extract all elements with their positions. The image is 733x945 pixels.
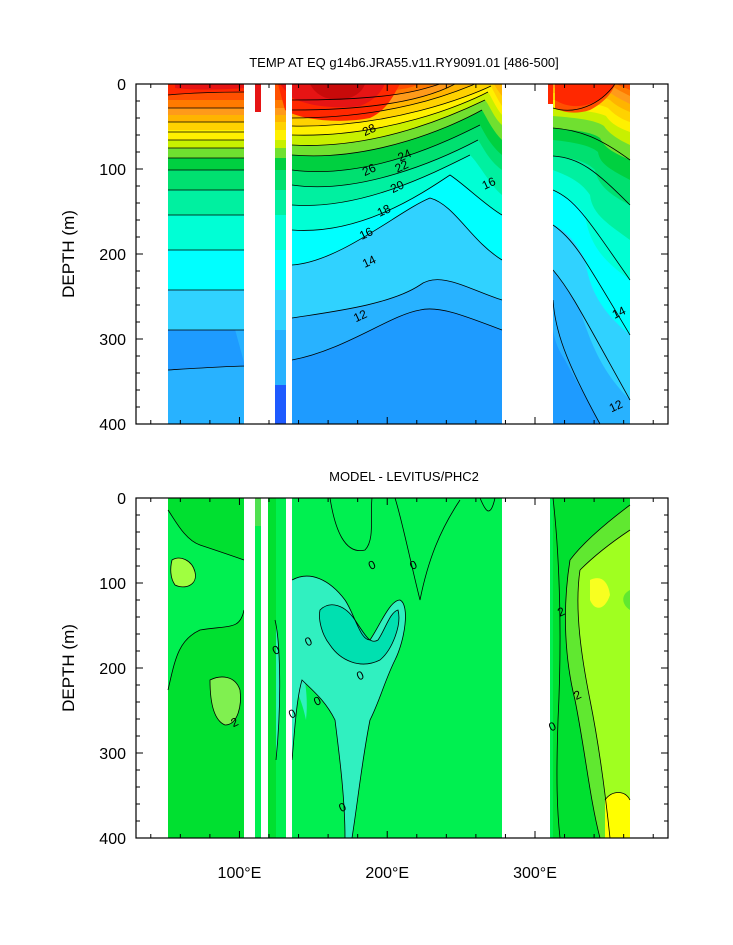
temp-contour-label: 14 bbox=[610, 303, 628, 321]
temp-contour-label: 16 bbox=[357, 224, 375, 242]
diff-y-tick-label: 300 bbox=[99, 746, 126, 763]
temp-y-tick-label: 300 bbox=[99, 332, 126, 349]
temp-contour-label: 18 bbox=[375, 201, 393, 219]
diff-axis-ticks: 0 100 200 300 400 100°E 200°E 300°E bbox=[99, 491, 668, 882]
temp-panel-title: TEMP AT EQ g14b6.JRA55.v11.RY9091.01 [48… bbox=[249, 55, 559, 70]
diff-y-tick-label: 200 bbox=[99, 661, 126, 678]
temp-contour-label: 26 bbox=[360, 160, 378, 178]
diff-y-tick-label: 100 bbox=[99, 576, 126, 593]
temp-contour-label: 12 bbox=[607, 397, 625, 415]
temp-contour-label: 22 bbox=[393, 157, 411, 175]
temp-y-tick-label: 0 bbox=[117, 77, 126, 94]
temp-panel: TEMP AT EQ g14b6.JRA55.v11.RY9091.01 [48… bbox=[59, 55, 669, 434]
temp-contour-label: 20 bbox=[388, 177, 406, 195]
diff-x-tick-label: 200°E bbox=[365, 865, 409, 882]
diff-y-axis-label: DEPTH (m) bbox=[59, 624, 78, 712]
diff-y-tick-label: 400 bbox=[99, 831, 126, 848]
diff-contour-field bbox=[167, 498, 631, 838]
temp-y-axis-label: DEPTH (m) bbox=[59, 210, 78, 298]
temp-contour-label: 14 bbox=[360, 252, 378, 270]
temp-y-tick-label: 200 bbox=[99, 247, 126, 264]
diff-panel: MODEL - LEVITUS/PHC2 bbox=[59, 469, 669, 882]
diff-x-tick-label: 300°E bbox=[513, 865, 557, 882]
temp-axis-ticks: 0 100 200 300 400 bbox=[99, 77, 668, 434]
temp-contour-label: 28 bbox=[360, 121, 378, 139]
temp-contour-label: 12 bbox=[351, 307, 369, 325]
temp-contour-label: 16 bbox=[480, 174, 498, 192]
diff-y-tick-label: 0 bbox=[117, 491, 126, 508]
temp-y-tick-label: 100 bbox=[99, 162, 126, 179]
diff-panel-title: MODEL - LEVITUS/PHC2 bbox=[329, 469, 479, 484]
temp-contour-label: 24 bbox=[396, 146, 414, 164]
diff-x-tick-label: 100°E bbox=[218, 865, 262, 882]
temp-y-tick-label: 400 bbox=[99, 417, 126, 434]
temp-contour-field bbox=[167, 84, 631, 424]
